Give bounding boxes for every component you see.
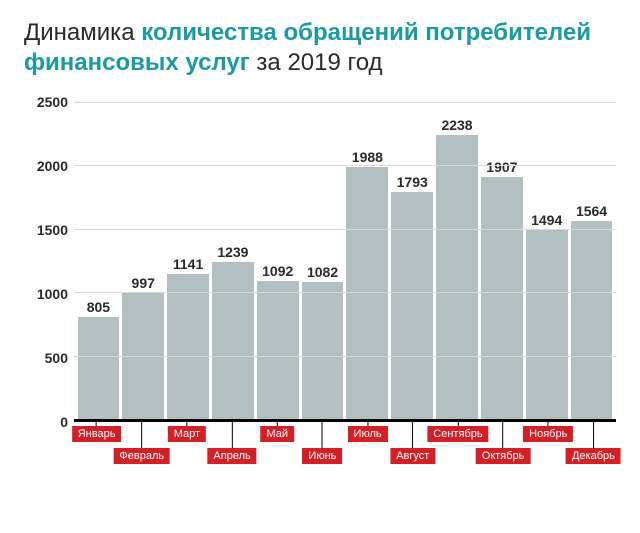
- y-tick: 2000: [37, 158, 68, 174]
- bar-column: 1907: [479, 102, 524, 419]
- gridline: [74, 356, 616, 357]
- month-label: Апрель: [207, 448, 256, 464]
- bar: 1239: [212, 262, 254, 419]
- bar-value-label: 1239: [217, 244, 248, 260]
- bar: 1907: [481, 177, 523, 419]
- bar: 2238: [436, 135, 478, 419]
- bar-value-label: 2238: [441, 117, 472, 133]
- y-tick: 1500: [37, 222, 68, 238]
- month-label: Июнь: [302, 448, 342, 464]
- bar-value-label: 1494: [531, 212, 562, 228]
- month-label: Июль: [348, 426, 388, 442]
- chart-title: Динамика количества обращений потребител…: [24, 18, 616, 78]
- month-label: Март: [168, 426, 206, 442]
- y-axis: 05001000150020002500: [24, 102, 74, 422]
- y-tick: 0: [60, 414, 68, 430]
- bar-value-label: 1092: [262, 263, 293, 279]
- month-label: Январь: [72, 426, 122, 442]
- y-tick: 1000: [37, 286, 68, 302]
- plot-area: 8059971141123910921082198817932238190714…: [74, 102, 616, 422]
- bar-column: 1141: [166, 102, 211, 419]
- bar-column: 1988: [345, 102, 390, 419]
- bar-value-label: 1793: [397, 174, 428, 190]
- month-label: Сентябрь: [427, 426, 488, 442]
- bar-value-label: 1082: [307, 264, 338, 280]
- x-axis: Январь Февраль МартАпрельМай Июнь ИюльАвгуст…: [74, 422, 616, 482]
- bar: 1141: [167, 274, 209, 419]
- bar: 1793: [391, 192, 433, 419]
- title-pre: Динамика: [24, 19, 141, 46]
- bar: 1494: [526, 230, 568, 419]
- bar-column: 1793: [390, 102, 435, 419]
- bar: 1092: [257, 281, 299, 419]
- gridline: [74, 165, 616, 166]
- gridline: [74, 229, 616, 230]
- bar-column: 805: [76, 102, 121, 419]
- bar-value-label: 805: [87, 299, 110, 315]
- bar-column: 1092: [255, 102, 300, 419]
- bar-column: 2238: [435, 102, 480, 419]
- bar-value-label: 1564: [576, 203, 607, 219]
- chart: 05001000150020002500 8059971141123910921…: [24, 102, 616, 482]
- title-post: за 2019 год: [250, 49, 383, 76]
- bar: 1082: [302, 282, 344, 419]
- bar-value-label: 1907: [486, 159, 517, 175]
- gridline: [74, 292, 616, 293]
- bar-value-label: 997: [132, 275, 155, 291]
- bars-container: 8059971141123910921082198817932238190714…: [74, 102, 616, 419]
- bar-column: 1564: [569, 102, 614, 419]
- bar: 805: [78, 317, 120, 419]
- month-label: Декабрь: [566, 448, 621, 464]
- month-label: Май: [260, 426, 294, 442]
- month-label: Февраль: [113, 448, 170, 464]
- bar: 1564: [571, 221, 613, 419]
- bar-column: 1494: [524, 102, 569, 419]
- y-tick: 500: [45, 350, 68, 366]
- month-label: Октябрь: [476, 448, 531, 464]
- month-label: Август: [390, 448, 435, 464]
- month-label: Ноябрь: [523, 426, 573, 442]
- bar-value-label: 1988: [352, 149, 383, 165]
- gridline: [74, 102, 616, 103]
- bar-column: 1239: [210, 102, 255, 419]
- bar-column: 1082: [300, 102, 345, 419]
- y-tick: 2500: [37, 94, 68, 110]
- bar-column: 997: [121, 102, 166, 419]
- bar-value-label: 1141: [173, 256, 203, 272]
